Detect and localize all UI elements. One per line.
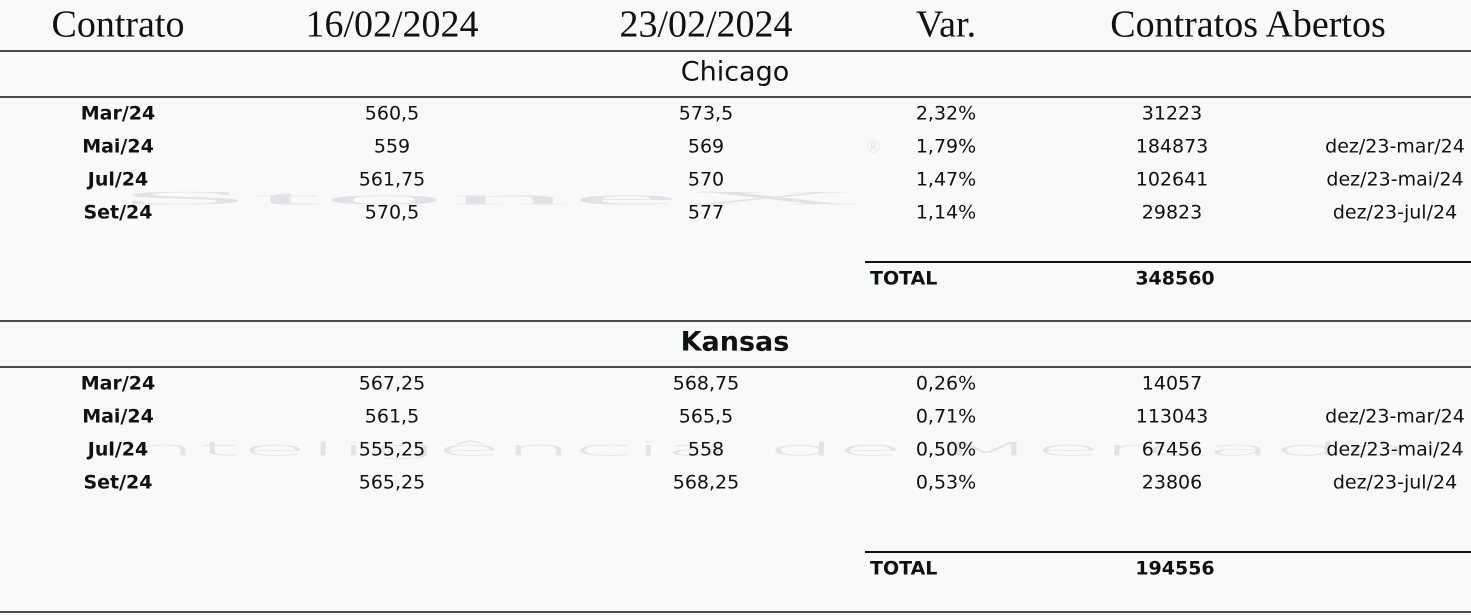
cell: 570 — [688, 169, 724, 191]
cell: 568,75 — [673, 373, 739, 395]
spread-label: dez/23-jul/24 — [1333, 202, 1457, 224]
column-header: 16/02/2024 — [305, 4, 478, 46]
cell: 184873 — [1136, 136, 1209, 158]
column-header: Contrato — [52, 4, 185, 46]
column-header: Contratos Abertos — [1110, 4, 1385, 46]
cell: Set/24 — [83, 472, 152, 494]
cell: 577 — [688, 202, 724, 224]
cell: 1,47% — [916, 169, 976, 191]
spread-label: dez/23-mar/24 — [1325, 406, 1465, 428]
cell: Mar/24 — [81, 373, 155, 395]
total-value: 348560 — [1135, 268, 1214, 290]
cell: Mai/24 — [82, 406, 154, 428]
cell: 567,25 — [359, 373, 425, 395]
cell: 561,75 — [359, 169, 425, 191]
cell: 102641 — [1136, 169, 1209, 191]
cell: 0,50% — [916, 439, 976, 461]
cell: 31223 — [1142, 103, 1202, 125]
cell: 568,25 — [673, 472, 739, 494]
section-title: Kansas — [681, 327, 790, 358]
cell: Mar/24 — [81, 103, 155, 125]
cell: 23806 — [1142, 472, 1202, 494]
spread-label: dez/23-mar/24 — [1325, 136, 1465, 158]
cell: 569 — [688, 136, 724, 158]
cell: 0,53% — [916, 472, 976, 494]
spread-label: dez/23-jul/24 — [1333, 472, 1457, 494]
section-title: Chicago — [681, 57, 790, 88]
cell: 1,14% — [916, 202, 976, 224]
column-header: Var. — [916, 4, 976, 46]
cell: 573,5 — [679, 103, 733, 125]
total-label: TOTAL — [870, 558, 937, 580]
cell: Set/24 — [83, 202, 152, 224]
cell: 14057 — [1142, 373, 1202, 395]
cell: 558 — [688, 439, 724, 461]
cell: 67456 — [1142, 439, 1202, 461]
spread-label: dez/23-mai/24 — [1326, 439, 1463, 461]
cell: 1,79% — [916, 136, 976, 158]
total-label: TOTAL — [870, 268, 937, 290]
total-value: 194556 — [1135, 558, 1214, 580]
cell: 565,25 — [359, 472, 425, 494]
cell: 559 — [374, 136, 410, 158]
cell: 0,71% — [916, 406, 976, 428]
cell: 570,5 — [365, 202, 419, 224]
cell: Mai/24 — [82, 136, 154, 158]
cell: 113043 — [1136, 406, 1209, 428]
cell: 29823 — [1142, 202, 1202, 224]
cell: Jul/24 — [86, 169, 149, 191]
cell: 565,5 — [679, 406, 733, 428]
cell: 561,5 — [365, 406, 419, 428]
cell: 560,5 — [365, 103, 419, 125]
spread-label: dez/23-mai/24 — [1326, 169, 1463, 191]
watermark-registered: ® — [866, 136, 880, 157]
column-header: 23/02/2024 — [619, 4, 792, 46]
cell: Jul/24 — [86, 439, 149, 461]
watermark-brand: StoneX — [115, 188, 864, 209]
watermark-tagline: Inteligência de Mercado — [95, 439, 1410, 461]
cell: 0,26% — [916, 373, 976, 395]
cell: 555,25 — [359, 439, 425, 461]
cell: 2,32% — [916, 103, 976, 125]
